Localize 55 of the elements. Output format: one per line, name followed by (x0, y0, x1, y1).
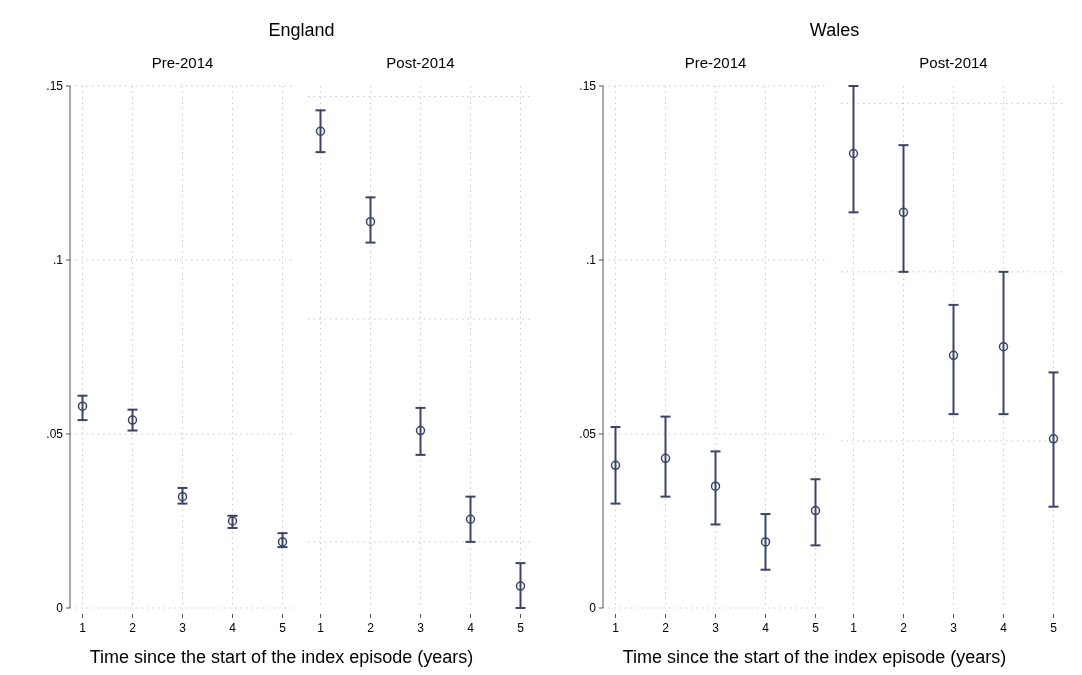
x-tick-label: 4 (467, 621, 475, 635)
x-tick-label: 3 (179, 621, 187, 635)
x-tick-label: 3 (712, 621, 720, 635)
x-tick-label: 1 (850, 621, 858, 635)
point (315, 126, 326, 136)
chart-subtitle: Post-2014 (386, 54, 455, 71)
point (848, 148, 859, 159)
point (610, 460, 621, 471)
y-tick-label: .1 (52, 253, 64, 268)
y-tick-label: .15 (579, 79, 597, 94)
x-tick-label: 4 (229, 621, 237, 635)
point (760, 537, 771, 547)
point (710, 481, 721, 491)
point (660, 453, 671, 464)
point (365, 216, 376, 227)
x-tick-label: 3 (417, 621, 425, 635)
y-tick-label: 0 (56, 601, 64, 616)
x-axis-title: Time since the start of the index episode (years) (622, 647, 1007, 667)
x-tick-label: 4 (1000, 621, 1008, 635)
y-tick-label: .05 (46, 427, 64, 442)
point (177, 491, 188, 502)
chart-title: Wales (809, 20, 860, 40)
x-tick-label: 1 (317, 621, 325, 635)
point (998, 341, 1009, 352)
x-tick-label: 2 (129, 621, 137, 635)
point (515, 581, 526, 591)
x-tick-label: 4 (762, 621, 770, 635)
x-tick-label: 1 (612, 621, 620, 635)
point (77, 401, 88, 411)
point (1048, 434, 1059, 444)
point (898, 207, 909, 218)
x-axis-title: Time since the start of the index episode (years) (89, 647, 474, 667)
point (810, 505, 821, 516)
x-tick-label: 5 (279, 621, 287, 635)
point (277, 537, 288, 547)
x-tick-label: 2 (662, 621, 670, 635)
x-tick-label: 5 (1050, 621, 1058, 635)
point (415, 425, 426, 436)
chart-subtitle: Pre-2014 (151, 54, 214, 71)
x-tick-label: 1 (79, 621, 87, 635)
y-tick-label: .05 (579, 427, 597, 442)
x-tick-label: 5 (517, 621, 525, 635)
chart-title: England (268, 20, 335, 40)
x-tick-label: 5 (812, 621, 820, 635)
point (465, 514, 476, 525)
chart-subtitle: Post-2014 (919, 54, 988, 71)
x-tick-label: 2 (900, 621, 908, 635)
chart-subtitle: Pre-2014 (684, 54, 747, 71)
x-tick-label: 2 (367, 621, 375, 635)
y-tick-label: .15 (46, 79, 64, 94)
point (127, 415, 138, 425)
point (948, 350, 959, 361)
y-tick-label: .1 (585, 253, 597, 268)
x-tick-label: 3 (950, 621, 958, 635)
y-tick-label: 0 (589, 601, 597, 616)
